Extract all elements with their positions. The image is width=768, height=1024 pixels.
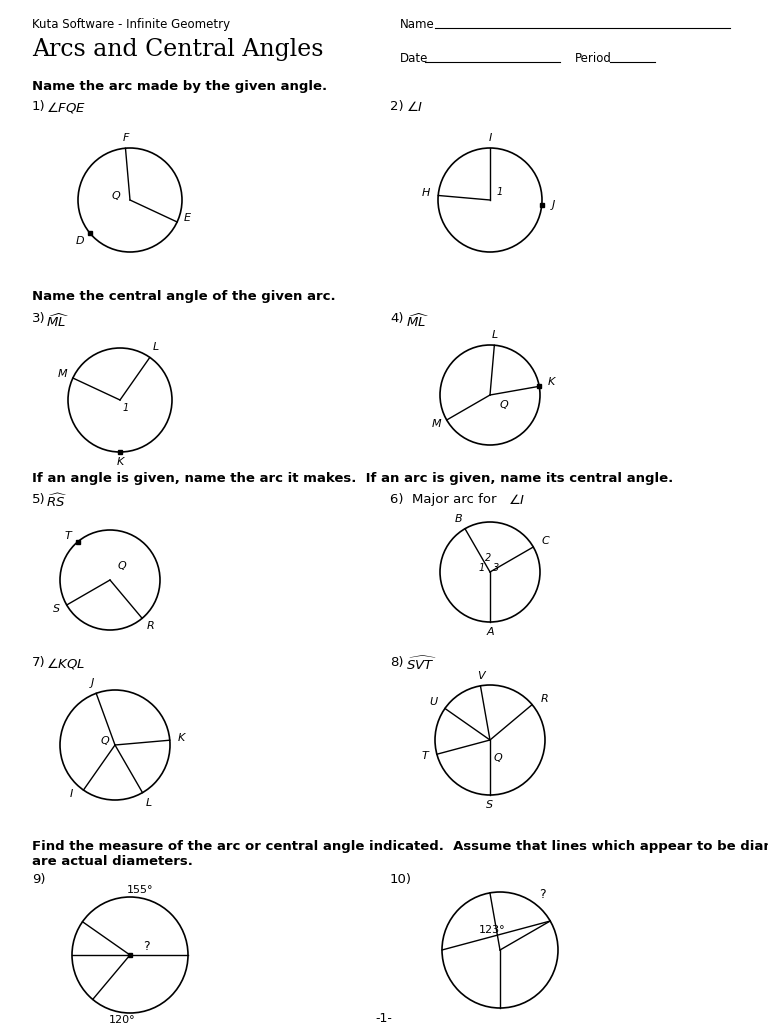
Text: L: L — [492, 330, 498, 340]
Text: Name the arc made by the given angle.: Name the arc made by the given angle. — [32, 80, 327, 93]
Text: Q: Q — [101, 736, 109, 746]
Text: $\angle KQL$: $\angle KQL$ — [46, 656, 85, 671]
Text: 1: 1 — [497, 187, 503, 197]
Text: $\angle I$: $\angle I$ — [406, 100, 423, 114]
Text: 10): 10) — [390, 873, 412, 886]
Text: $\widehat{ML}$: $\widehat{ML}$ — [46, 312, 69, 330]
Text: K: K — [178, 733, 185, 743]
Text: L: L — [145, 798, 151, 808]
Text: S: S — [486, 800, 494, 810]
Text: M: M — [432, 419, 442, 429]
Text: Q: Q — [500, 400, 508, 410]
Text: A: A — [486, 627, 494, 637]
Text: 8): 8) — [390, 656, 403, 669]
Text: 123°: 123° — [478, 925, 505, 935]
Text: Arcs and Central Angles: Arcs and Central Angles — [32, 38, 323, 61]
Text: J: J — [552, 200, 555, 210]
Text: T: T — [422, 752, 429, 761]
Text: Kuta Software - Infinite Geometry: Kuta Software - Infinite Geometry — [32, 18, 230, 31]
Text: Q: Q — [494, 753, 502, 763]
Text: $\widehat{RS}$: $\widehat{RS}$ — [46, 493, 68, 510]
Text: $\angle I$: $\angle I$ — [508, 493, 525, 507]
Text: R: R — [146, 622, 154, 632]
Text: 3): 3) — [32, 312, 45, 325]
Text: H: H — [422, 188, 430, 199]
Text: Q: Q — [111, 191, 121, 201]
Text: Name: Name — [400, 18, 435, 31]
Text: Period: Period — [575, 52, 612, 65]
Text: R: R — [540, 693, 548, 703]
Text: 1): 1) — [32, 100, 45, 113]
Text: ?: ? — [143, 940, 149, 953]
Text: 2): 2) — [390, 100, 404, 113]
Text: 120°: 120° — [109, 1015, 135, 1024]
Text: 5): 5) — [32, 493, 45, 506]
Text: 4): 4) — [390, 312, 403, 325]
Text: L: L — [153, 342, 159, 352]
Text: 1: 1 — [479, 563, 485, 573]
Text: J: J — [91, 678, 94, 688]
Text: -1-: -1- — [376, 1012, 392, 1024]
Text: U: U — [429, 697, 437, 708]
Text: 1: 1 — [123, 403, 129, 413]
Text: ?: ? — [538, 889, 545, 901]
Text: Name the central angle of the given arc.: Name the central angle of the given arc. — [32, 290, 336, 303]
Text: C: C — [541, 536, 549, 546]
Text: 3: 3 — [493, 563, 499, 573]
Text: T: T — [65, 530, 71, 541]
Text: 2: 2 — [485, 553, 491, 563]
Text: 155°: 155° — [127, 885, 154, 895]
Text: S: S — [53, 604, 60, 614]
Text: V: V — [477, 671, 485, 681]
Text: I: I — [70, 790, 73, 799]
Text: K: K — [117, 457, 124, 467]
Text: If an angle is given, name the arc it makes.  If an arc is given, name its centr: If an angle is given, name the arc it ma… — [32, 472, 674, 485]
Text: Find the measure of the arc or central angle indicated.  Assume that lines which: Find the measure of the arc or central a… — [32, 840, 768, 853]
Text: $\widehat{ML}$: $\widehat{ML}$ — [406, 312, 429, 330]
Text: F: F — [122, 133, 129, 143]
Text: D: D — [76, 237, 84, 247]
Text: K: K — [548, 377, 554, 387]
Text: are actual diameters.: are actual diameters. — [32, 855, 193, 868]
Text: $\widehat{SVT}$: $\widehat{SVT}$ — [406, 656, 437, 674]
Text: B: B — [455, 514, 463, 523]
Text: Date: Date — [400, 52, 429, 65]
Text: 7): 7) — [32, 656, 45, 669]
Text: E: E — [184, 213, 190, 223]
Text: I: I — [488, 133, 492, 143]
Text: M: M — [58, 369, 68, 379]
Text: $\angle FQE$: $\angle FQE$ — [46, 100, 86, 115]
Text: Q: Q — [118, 561, 127, 571]
Text: 6)  Major arc for: 6) Major arc for — [390, 493, 501, 506]
Text: 9): 9) — [32, 873, 45, 886]
